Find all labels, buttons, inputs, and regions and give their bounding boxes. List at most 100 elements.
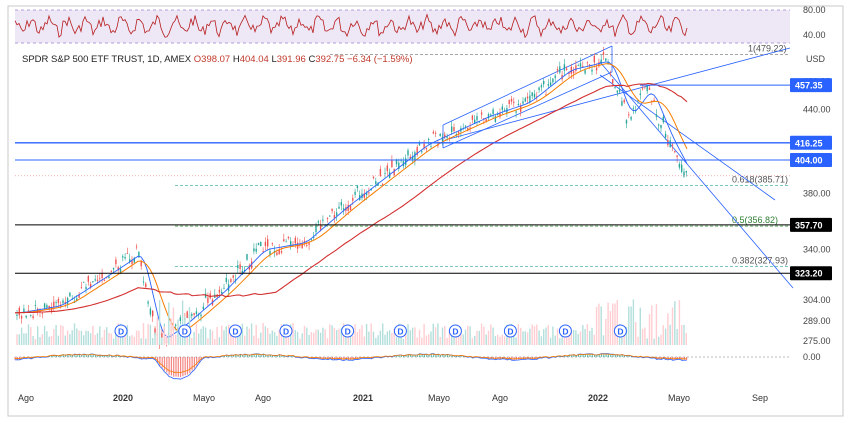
candle-body	[503, 109, 506, 111]
macd-bar	[449, 355, 451, 357]
candle-body	[315, 225, 317, 233]
candle-body	[138, 251, 140, 258]
candle-body	[336, 212, 338, 216]
volume-bar	[607, 302, 609, 345]
candle-body	[492, 109, 494, 115]
volume-bar	[561, 330, 563, 345]
candle-body	[600, 59, 602, 63]
candle-body	[384, 173, 386, 174]
volume-bar	[250, 323, 253, 345]
macd-bar	[71, 355, 74, 357]
y-tick-label: 340.00	[803, 245, 831, 255]
candle-body	[540, 85, 543, 88]
volume-bar	[333, 327, 336, 345]
candle-body	[609, 74, 612, 76]
volume-bar	[363, 336, 365, 345]
candle-body	[501, 106, 503, 110]
candle-body	[531, 92, 533, 97]
macd-bar	[180, 357, 182, 378]
volume-bar	[115, 332, 117, 345]
macd-bar	[67, 354, 69, 357]
candle-body	[386, 165, 388, 172]
volume-bar	[76, 328, 78, 345]
level-price-label: 416.25	[795, 138, 823, 148]
volume-bar	[487, 330, 490, 345]
volume-bar	[108, 332, 110, 345]
volume-bar	[106, 327, 108, 345]
macd-bar	[274, 355, 276, 357]
candle-body	[444, 134, 446, 138]
candle-body	[202, 306, 204, 310]
volume-bar	[552, 326, 554, 345]
candle-body	[83, 281, 85, 283]
candle-body	[485, 119, 487, 122]
macd-bar	[605, 354, 607, 357]
macd-bar	[276, 355, 278, 357]
volume-bar	[211, 330, 214, 345]
macd-bar	[88, 355, 90, 357]
candle-body	[607, 61, 609, 65]
volume-bar	[299, 338, 301, 345]
volume-bar	[18, 334, 20, 345]
volume-bar	[400, 333, 402, 345]
dividend-label: D	[562, 327, 568, 337]
candle-body	[616, 90, 618, 93]
level-price-tag	[790, 217, 832, 232]
macd-bar	[221, 355, 223, 357]
volume-bar	[154, 332, 156, 345]
volume-bar	[308, 334, 310, 345]
candle-body	[108, 276, 110, 279]
macd-bar	[591, 354, 593, 357]
macd-bar	[108, 354, 110, 357]
open-label: O	[193, 54, 202, 65]
macd-signal-line	[14, 353, 687, 374]
dividend-marker	[341, 324, 355, 338]
level-price-label: 323.20	[795, 269, 823, 279]
macd-bar	[400, 355, 402, 357]
candle-body	[347, 204, 349, 211]
macd-bar	[62, 354, 64, 357]
candle-body	[239, 264, 241, 269]
volume-bar	[469, 326, 471, 345]
volume-bar	[188, 306, 191, 345]
macd-bar	[612, 354, 614, 357]
candle-body	[651, 100, 653, 102]
volume-bar	[140, 338, 142, 345]
candle-body	[681, 164, 683, 172]
candle-body	[556, 68, 559, 71]
volume-bar	[655, 303, 658, 345]
candle-body	[76, 298, 78, 302]
volume-bar	[414, 327, 416, 345]
volume-bar	[635, 322, 637, 345]
dividend-marker	[279, 324, 293, 338]
ma-mid-line	[14, 63, 688, 333]
macd-bar	[170, 357, 172, 376]
macd-bar	[446, 354, 448, 357]
macd-bar	[115, 355, 117, 357]
macd-bar	[258, 354, 260, 357]
volume-bar	[191, 337, 193, 345]
volume-bar	[409, 330, 411, 345]
macd-bar	[416, 355, 419, 357]
candle-body	[287, 236, 290, 239]
volume-bar	[674, 301, 676, 345]
x-tick-label: Ago	[255, 393, 271, 403]
volume-bar	[96, 333, 99, 345]
macd-bar	[347, 357, 350, 360]
volume-bar	[262, 323, 264, 345]
volume-bar	[669, 324, 671, 345]
candle-body	[340, 202, 342, 206]
dividend-label: D	[232, 327, 238, 337]
candle-body	[278, 249, 280, 255]
down-channel-lower	[599, 74, 776, 201]
candle-body	[683, 171, 685, 177]
candle-body	[582, 66, 584, 67]
macd-bar	[458, 356, 460, 357]
candle-body	[53, 301, 55, 308]
macd-bar	[251, 354, 253, 357]
macd-bar	[407, 354, 409, 357]
macd-bar	[74, 354, 76, 357]
macd-bar	[566, 356, 568, 357]
macd-bar	[81, 355, 83, 357]
